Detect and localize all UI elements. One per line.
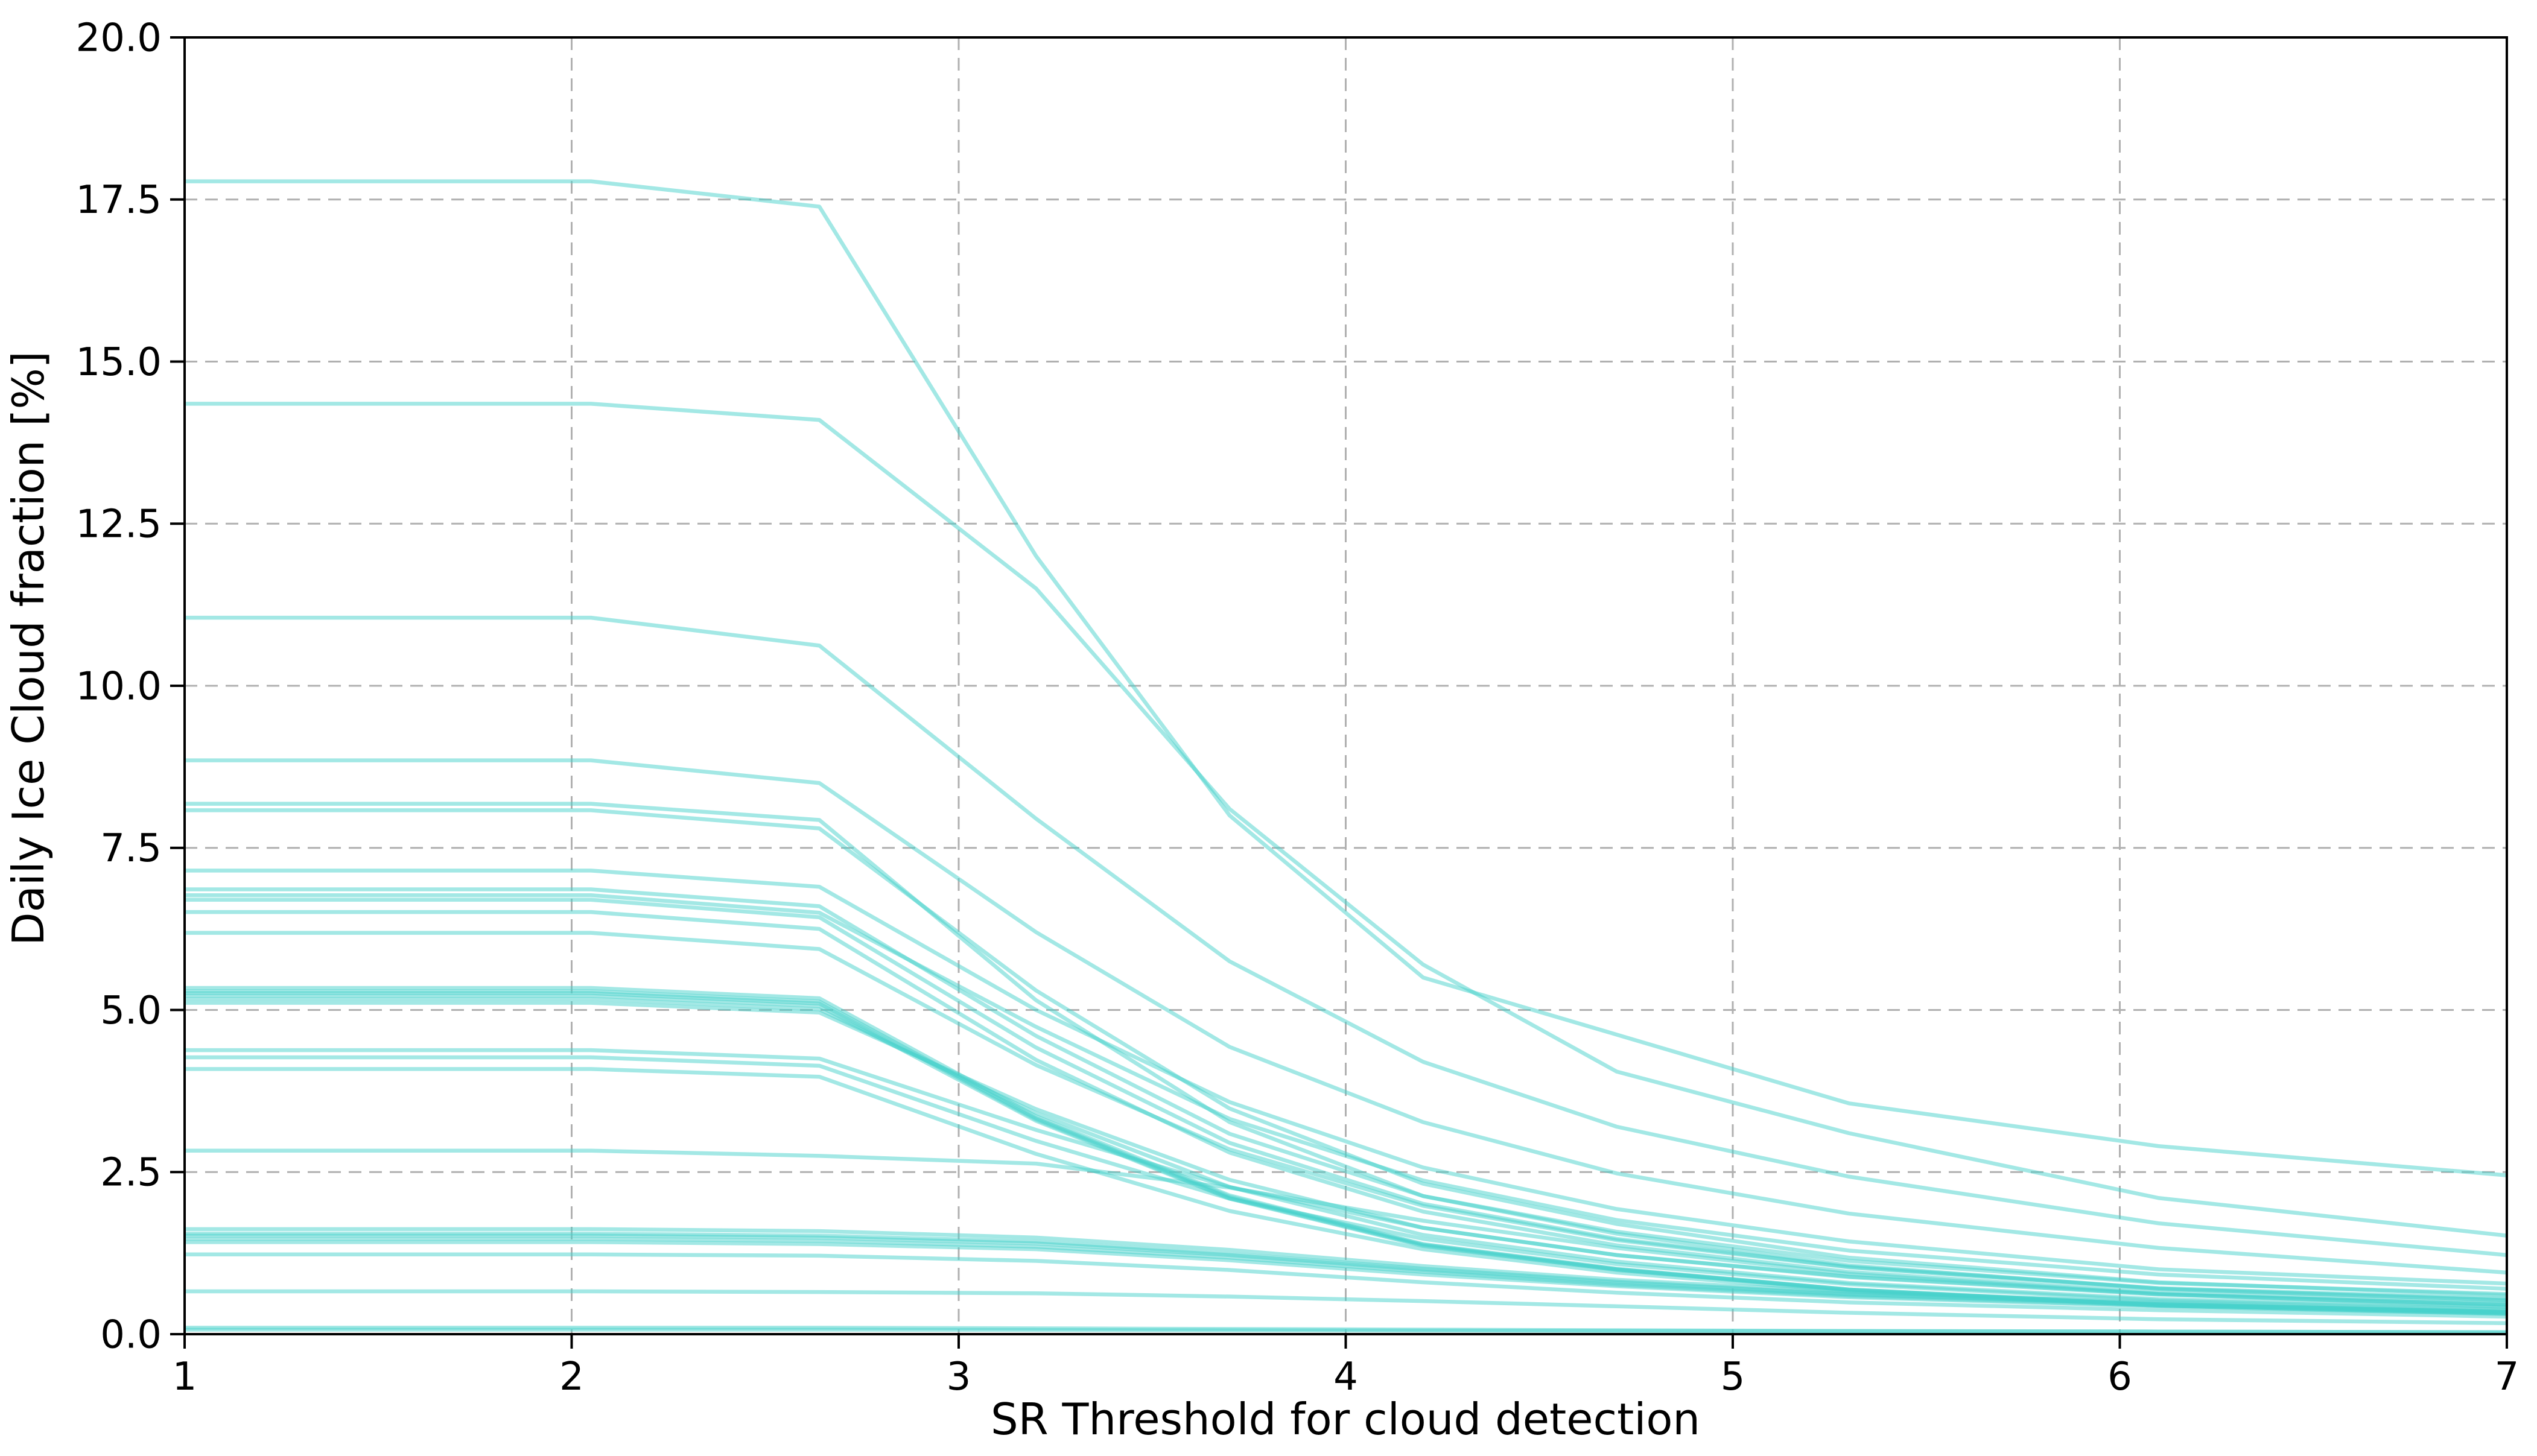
y-axis-label: Daily Ice Cloud fraction [%] (3, 351, 54, 946)
series-line-12 (185, 931, 2507, 1303)
y-tick-label: 20.0 (76, 16, 162, 60)
series-line-03 (185, 615, 2507, 1258)
series-line-22 (185, 1148, 2507, 1309)
x-tick-label: 6 (2107, 1355, 2132, 1399)
series-line-27 (185, 1240, 2507, 1316)
series-layer (185, 179, 2507, 1334)
x-tick-label: 5 (1721, 1355, 1745, 1399)
y-tick-label: 2.5 (100, 1151, 162, 1195)
series-line-08 (185, 887, 2507, 1296)
x-tick-label: 1 (173, 1355, 197, 1399)
series-line-29 (185, 1289, 2507, 1325)
series-line-02 (185, 402, 2507, 1238)
axes-layer (170, 36, 2508, 1349)
y-tick-label: 17.5 (76, 178, 162, 223)
series-line-07 (185, 869, 2507, 1286)
y-tick-label: 5.0 (100, 989, 162, 1033)
y-tick-label: 15.0 (76, 340, 162, 385)
x-tick-label: 2 (559, 1355, 584, 1399)
series-line-31 (185, 1328, 2507, 1334)
x-tick-label: 4 (1333, 1355, 1358, 1399)
x-tick-label: 3 (947, 1355, 971, 1399)
y-tick-label: 10.0 (76, 664, 162, 709)
y-tick-label: 7.5 (100, 826, 162, 871)
series-line-20 (185, 1055, 2507, 1312)
series-line-28 (185, 1252, 2507, 1319)
series-line-01 (185, 179, 2507, 1177)
y-tick-label: 12.5 (76, 502, 162, 547)
series-line-04 (185, 758, 2507, 1275)
y-tick-label: 0.0 (100, 1312, 162, 1357)
x-axis-label: SR Threshold for cloud detection (991, 1394, 1700, 1445)
x-tick-label: 7 (2495, 1355, 2520, 1399)
tick-label-layer: 1 2 3 4 5 6 7 0.0 2.5 5.0 7.5 10.0 12.5 15.0 17.5 20.0 (76, 16, 2520, 1399)
series-line-09 (185, 893, 2507, 1291)
